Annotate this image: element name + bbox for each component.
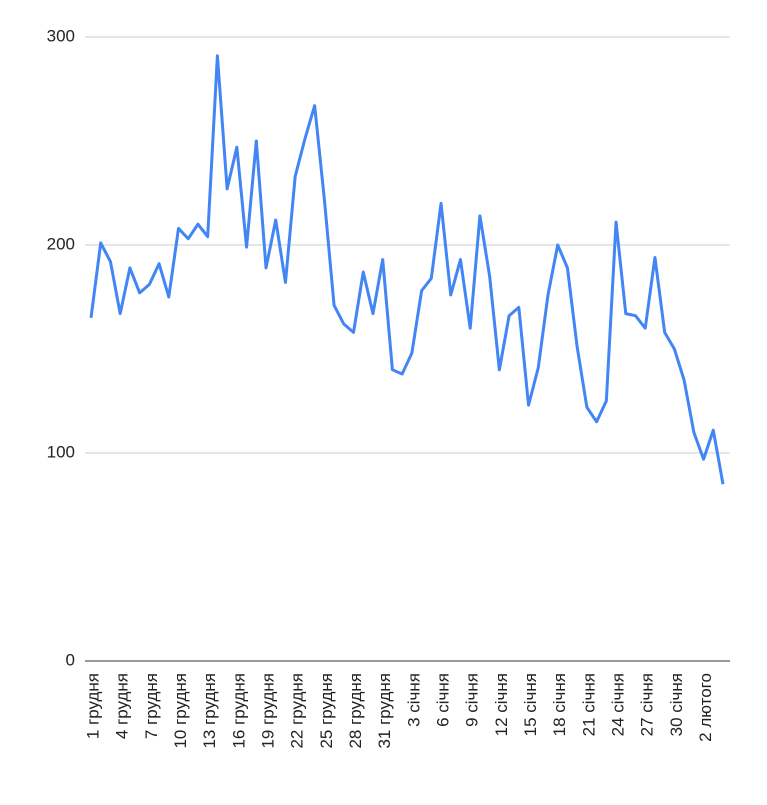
x-tick-label: 13 грудня	[200, 673, 219, 749]
line-series	[89, 54, 725, 485]
y-tick-label: 0	[66, 650, 75, 669]
x-tick-label: 25 грудня	[317, 673, 336, 749]
x-tick-label: 19 грудня	[258, 673, 277, 749]
y-tick-label: 200	[47, 234, 75, 253]
x-tick-label: 15 січня	[521, 673, 540, 736]
x-tick-label: 1 грудня	[83, 673, 102, 739]
x-tick-label: 7 грудня	[142, 673, 161, 739]
x-tick-label: 9 січня	[463, 673, 482, 727]
x-tick-label: 30 січня	[667, 673, 686, 736]
y-tick-label: 100	[47, 442, 75, 461]
x-tick-label: 24 січня	[609, 673, 628, 736]
x-tick-label: 18 січня	[550, 673, 569, 736]
y-tick-label: 300	[47, 26, 75, 45]
x-tick-label: 6 січня	[434, 673, 453, 727]
x-tick-label: 12 січня	[492, 673, 511, 736]
x-tick-label: 10 грудня	[171, 673, 190, 749]
x-tick-label: 31 грудня	[375, 673, 394, 749]
x-tick-label: 2 лютого	[696, 673, 715, 742]
x-tick-label: 3 січня	[404, 673, 423, 727]
x-tick-label: 28 грудня	[346, 673, 365, 749]
x-tick-label: 21 січня	[579, 673, 598, 736]
x-tick-label: 4 грудня	[113, 673, 132, 739]
x-tick-label: 16 грудня	[229, 673, 248, 749]
x-tick-label: 27 січня	[638, 673, 657, 736]
x-tick-label: 22 грудня	[288, 673, 307, 749]
